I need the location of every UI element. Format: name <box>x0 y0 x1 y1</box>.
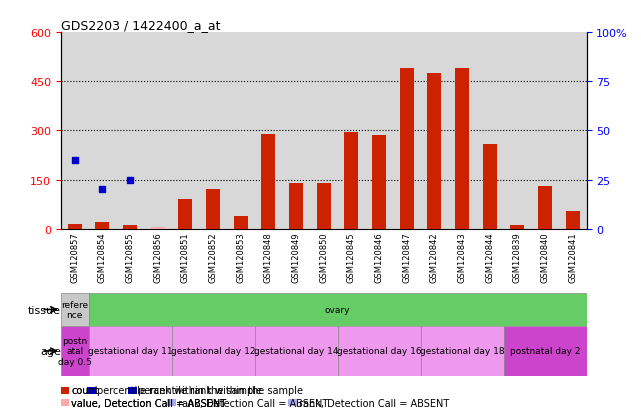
Text: GDS2203 / 1422400_a_at: GDS2203 / 1422400_a_at <box>61 19 221 32</box>
Text: value, Detection Call = ABSENT: value, Detection Call = ABSENT <box>71 398 226 408</box>
Text: percentile rank within the sample: percentile rank within the sample <box>138 385 303 395</box>
Bar <box>400 69 413 229</box>
Bar <box>566 211 579 229</box>
Text: age: age <box>40 346 61 356</box>
Text: ovary: ovary <box>325 305 350 314</box>
Text: gestational day 12: gestational day 12 <box>171 347 255 356</box>
Bar <box>483 144 497 229</box>
Text: refere
nce: refere nce <box>61 300 88 319</box>
Bar <box>254 326 338 376</box>
Bar <box>178 200 192 229</box>
Bar <box>206 190 220 229</box>
Bar <box>88 326 172 376</box>
Text: value, Detection Call = ABSENT: value, Detection Call = ABSENT <box>71 398 226 408</box>
Bar <box>372 136 386 229</box>
Bar <box>317 183 331 229</box>
Text: percentile rank within the sample: percentile rank within the sample <box>97 385 262 395</box>
Bar <box>96 223 110 229</box>
Bar <box>151 228 165 229</box>
Bar <box>420 326 504 376</box>
Text: gestational day 18: gestational day 18 <box>420 347 504 356</box>
Text: tissue: tissue <box>28 305 61 315</box>
Bar <box>234 216 247 229</box>
Text: rank, Detection Call = ABSENT: rank, Detection Call = ABSENT <box>299 398 449 408</box>
Text: count: count <box>71 385 99 395</box>
Text: postn
atal
day 0.5: postn atal day 0.5 <box>58 336 92 366</box>
Bar <box>428 74 441 229</box>
Bar <box>172 326 254 376</box>
Bar <box>262 134 275 229</box>
Text: rank, Detection Call = ABSENT: rank, Detection Call = ABSENT <box>178 398 328 408</box>
Bar <box>123 226 137 229</box>
Bar <box>338 326 420 376</box>
Bar <box>289 183 303 229</box>
Bar <box>61 326 88 376</box>
Bar <box>61 293 88 326</box>
Bar <box>510 226 524 229</box>
Text: gestational day 14: gestational day 14 <box>254 347 338 356</box>
Bar <box>344 133 358 229</box>
Bar <box>504 326 587 376</box>
Bar <box>68 224 81 229</box>
Text: postnatal day 2: postnatal day 2 <box>510 347 580 356</box>
Text: gestational day 16: gestational day 16 <box>337 347 421 356</box>
Text: count: count <box>71 385 99 395</box>
Bar <box>538 187 552 229</box>
Text: gestational day 11: gestational day 11 <box>88 347 172 356</box>
Bar <box>455 69 469 229</box>
